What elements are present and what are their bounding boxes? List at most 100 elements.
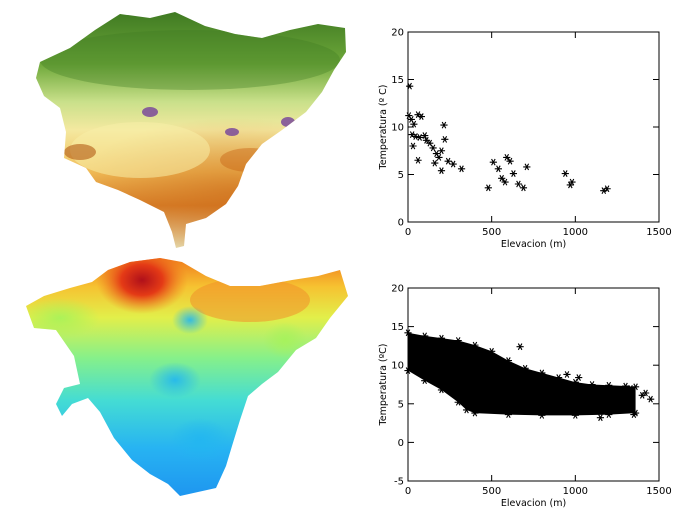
- scatter-chart-top: 0 500 1000 1500 0 5 10 15 20 Elevacion (m) Tempera…: [378, 28, 672, 251]
- temperature-map: [26, 258, 348, 496]
- data-point: [568, 178, 576, 186]
- plot-frame: [407, 287, 660, 482]
- data-point: [506, 157, 514, 165]
- data-point: [647, 395, 655, 403]
- y-tick-label: 5: [398, 170, 404, 181]
- data-point: [555, 374, 563, 381]
- y-tick-label: 10: [391, 361, 404, 372]
- y-tick-label: -5: [394, 477, 404, 488]
- data-point: [561, 170, 569, 177]
- data-point: [563, 371, 571, 378]
- y-tick-label: 20: [391, 284, 404, 295]
- data-point: [429, 144, 437, 152]
- y-axis-label: Temperatura (ºC): [378, 344, 389, 427]
- data-point: [416, 134, 424, 141]
- data-point: [421, 132, 429, 139]
- data-point: [471, 341, 479, 349]
- data-point: [605, 411, 613, 419]
- data-point: [410, 120, 418, 128]
- elevation-map: [36, 12, 346, 248]
- data-point: [504, 357, 512, 364]
- data-point: [631, 409, 640, 417]
- data-point: [630, 411, 638, 419]
- data-point: [501, 178, 509, 186]
- data-point: [441, 135, 449, 143]
- data-point: [431, 159, 439, 167]
- x-tick-label: 1000: [563, 486, 588, 497]
- data-point: [414, 111, 422, 119]
- data-point: [575, 374, 583, 381]
- data-point: [631, 383, 640, 391]
- data-point: [421, 377, 429, 385]
- data-point: [454, 398, 462, 406]
- data-point: [621, 382, 630, 390]
- data-point: [444, 157, 452, 165]
- data-point: [504, 411, 512, 419]
- data-point: [588, 381, 596, 388]
- data-point: [509, 170, 518, 177]
- data-point: [538, 369, 546, 377]
- data-point: [521, 364, 529, 372]
- y-axis-label: Temperatura (º C): [378, 85, 389, 171]
- data-point: [437, 147, 446, 155]
- data-point: [449, 160, 457, 168]
- data-point: [435, 154, 443, 161]
- data-point: [462, 406, 471, 414]
- data-point: [405, 112, 413, 119]
- y-tick-label: 10: [391, 123, 404, 134]
- data-point: [642, 389, 650, 397]
- x-tick-label: 1500: [646, 486, 671, 497]
- data-point: [571, 411, 579, 419]
- dense-point-cloud: [408, 332, 636, 416]
- data-point: [494, 165, 502, 173]
- data-point: [421, 332, 429, 340]
- data-point: [408, 131, 416, 138]
- data-point: [571, 378, 579, 386]
- x-tick-label: 500: [482, 227, 501, 238]
- data-point: [605, 381, 613, 389]
- data-point: [417, 113, 425, 120]
- data-point: [503, 154, 511, 161]
- data-point: [489, 158, 497, 166]
- y-tick-label: 20: [391, 28, 404, 39]
- data-point: [404, 329, 412, 337]
- data-point: [407, 116, 415, 123]
- data-point: [596, 414, 605, 422]
- data-point: [600, 187, 608, 195]
- y-tick-label: 0: [398, 218, 404, 229]
- x-tick-label: 500: [482, 486, 501, 497]
- x-tick-label: 1000: [563, 227, 588, 238]
- x-tick-label: 0: [405, 227, 411, 238]
- data-point: [488, 347, 496, 355]
- data-point: [538, 411, 546, 419]
- data-point: [409, 142, 417, 150]
- x-tick-label: 0: [405, 486, 411, 497]
- data-point: [516, 343, 524, 351]
- y-tick-label: 5: [398, 399, 404, 410]
- data-point: [638, 391, 646, 399]
- data-point: [603, 185, 611, 193]
- data-point: [414, 156, 422, 164]
- data-point: [626, 384, 635, 392]
- data-point: [514, 180, 523, 188]
- data-point: [406, 82, 414, 90]
- data-point: [426, 139, 434, 147]
- data-point: [440, 121, 448, 129]
- data-point: [471, 409, 479, 417]
- data-point: [457, 165, 466, 173]
- data-point: [523, 163, 531, 171]
- data-point: [484, 184, 492, 192]
- data-point: [498, 174, 506, 182]
- x-axis-label: Elevacion (m): [501, 239, 566, 250]
- data-point: [422, 136, 431, 144]
- data-point: [437, 334, 446, 342]
- y-tick-label: 15: [391, 322, 404, 333]
- data-point: [437, 386, 446, 394]
- data-point: [519, 184, 528, 192]
- data-point: [432, 150, 441, 157]
- data-point: [404, 367, 412, 374]
- data-point: [411, 133, 420, 140]
- x-axis-label: Elevacion (m): [501, 498, 566, 509]
